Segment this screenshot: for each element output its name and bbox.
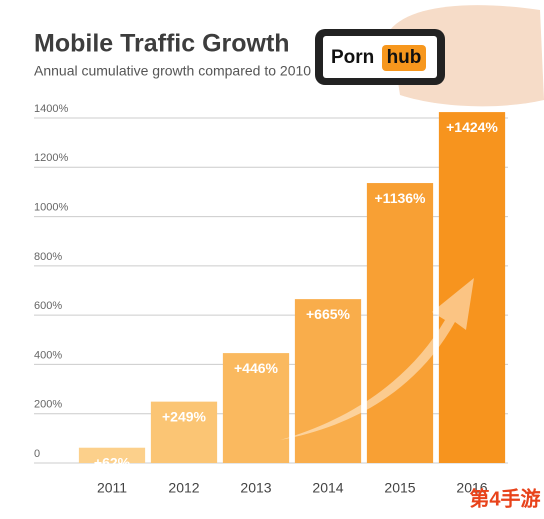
value-label: +446% bbox=[234, 360, 279, 376]
value-label: +665% bbox=[306, 306, 351, 322]
arrow-decoration bbox=[280, 278, 474, 440]
watermark: 第4手游 bbox=[469, 486, 540, 510]
logo-left: Porn bbox=[331, 47, 374, 68]
y-tick-label: 800% bbox=[34, 251, 62, 263]
x-tick-label: 2011 bbox=[97, 480, 127, 496]
x-tick-label: 2015 bbox=[384, 480, 415, 496]
bar bbox=[150, 401, 218, 463]
logo-right: hub bbox=[387, 47, 422, 68]
logo-badge bbox=[382, 45, 426, 71]
bar bbox=[294, 299, 362, 463]
value-label: +1136% bbox=[375, 190, 427, 206]
chart-subtitle: Annual cumulative growth compared to 201… bbox=[34, 63, 311, 79]
bar bbox=[222, 353, 290, 463]
x-tick-label: 2013 bbox=[240, 480, 271, 496]
x-tick-label: 2014 bbox=[312, 480, 343, 496]
y-tick-label: 1400% bbox=[34, 103, 68, 115]
y-tick-label: 1200% bbox=[34, 152, 68, 164]
plot-area: 0 200% 400% 600% 800% 1000% 1200% 1400% 2011 +62%… bbox=[34, 103, 508, 496]
y-tick-label: 0 bbox=[34, 448, 40, 460]
x-tick-label: 2016 bbox=[456, 480, 487, 496]
value-label: +249% bbox=[162, 408, 207, 424]
y-tick-label: 400% bbox=[34, 349, 62, 361]
value-label: +62% bbox=[94, 454, 131, 470]
bar bbox=[366, 183, 434, 464]
bar bbox=[438, 112, 506, 463]
x-tick-label: 2012 bbox=[168, 480, 199, 496]
bar bbox=[78, 447, 146, 463]
logo: Porn hub bbox=[315, 5, 544, 107]
y-tick-label: 1000% bbox=[34, 201, 68, 213]
chart-title: Mobile Traffic Growth bbox=[34, 30, 290, 58]
y-tick-label: 600% bbox=[34, 300, 62, 312]
value-label: +1424% bbox=[446, 119, 498, 135]
y-tick-label: 200% bbox=[34, 399, 62, 411]
